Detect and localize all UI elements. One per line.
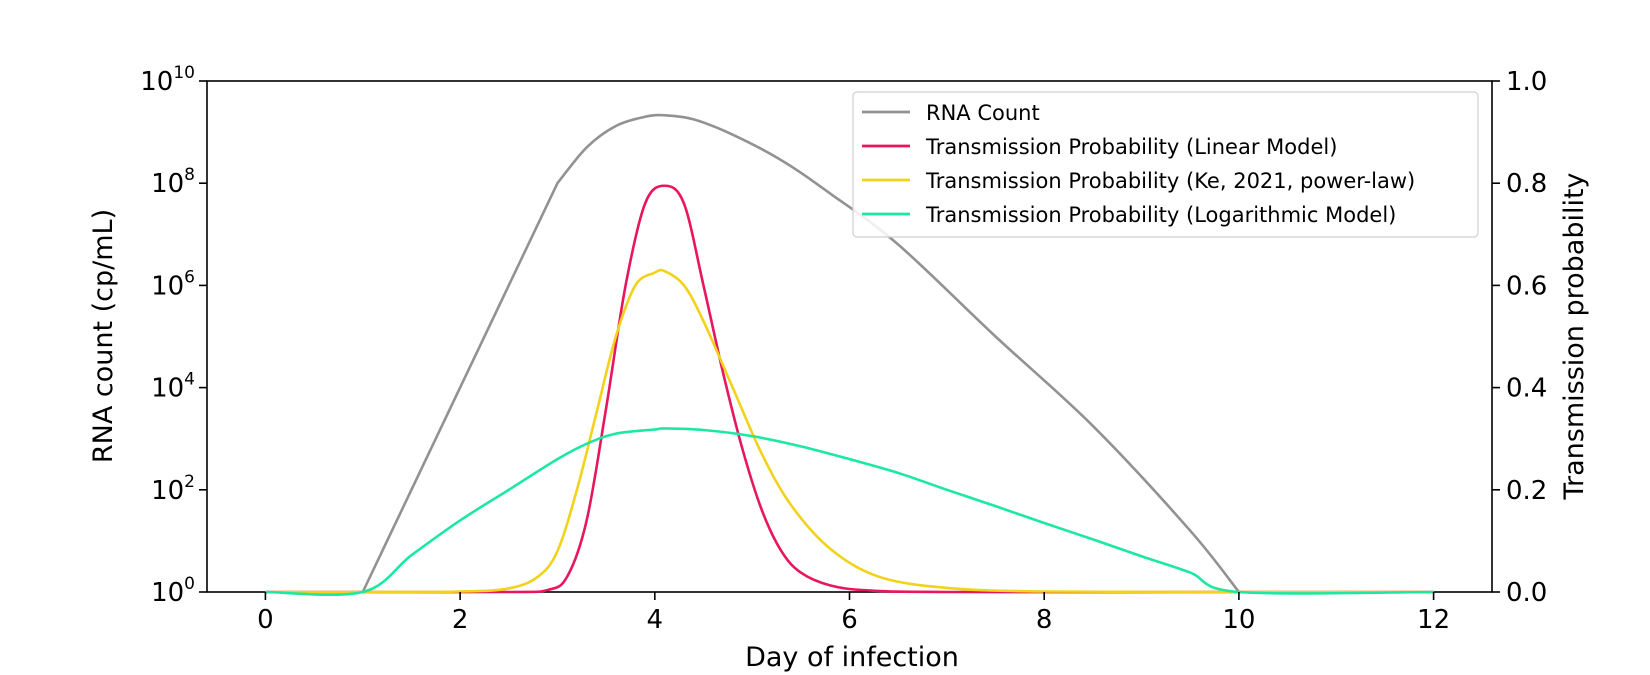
x-tick-label: 2 bbox=[452, 605, 469, 635]
x-tick-label: 12 bbox=[1417, 605, 1450, 635]
y-left-tick-label: 104 bbox=[151, 370, 195, 404]
x-axis-ticks: 0 2 4 6 8 10 12 bbox=[257, 592, 1450, 635]
y-right-tick-label: 0.2 bbox=[1506, 476, 1547, 506]
x-tick-label: 4 bbox=[647, 605, 664, 635]
legend-label: Transmission Probability (Ke, 2021, powe… bbox=[925, 169, 1415, 193]
x-tick-label: 8 bbox=[1036, 605, 1053, 635]
y-right-tick-label: 0.8 bbox=[1506, 169, 1547, 199]
y-left-tick-label: 102 bbox=[151, 472, 195, 506]
x-tick-label: 10 bbox=[1222, 605, 1255, 635]
y-right-tick-label: 0.0 bbox=[1506, 578, 1547, 608]
series-line-2 bbox=[265, 268, 1434, 594]
legend-label: Transmission Probability (Logarithmic Mo… bbox=[925, 203, 1396, 227]
legend-entry: Transmission Probability (Ke, 2021, powe… bbox=[862, 169, 1415, 193]
series-line-1 bbox=[265, 184, 1434, 594]
series-line-3 bbox=[265, 427, 1434, 597]
legend-label: Transmission Probability (Linear Model) bbox=[925, 135, 1337, 159]
legend-entry: Transmission Probability (Logarithmic Mo… bbox=[862, 203, 1396, 227]
y-left-axis-ticks: 100 102 104 106 108 1010 bbox=[140, 63, 207, 608]
y-left-tick-label: 106 bbox=[151, 267, 195, 301]
y-right-tick-label: 0.6 bbox=[1506, 271, 1547, 301]
legend-entry: RNA Count bbox=[862, 101, 1040, 125]
x-tick-label: 6 bbox=[841, 605, 858, 635]
x-axis-label: Day of infection bbox=[745, 642, 959, 673]
series-layer bbox=[265, 113, 1434, 597]
y-left-axis-label: RNA count (cp/mL) bbox=[88, 209, 119, 463]
y-right-tick-label: 1.0 bbox=[1506, 67, 1547, 97]
y-left-tick-label: 1010 bbox=[140, 63, 195, 97]
series-line-0 bbox=[361, 113, 1240, 593]
y-right-axis-ticks: 0.0 0.2 0.4 0.6 0.8 1.0 bbox=[1492, 67, 1547, 608]
legend: RNA Count Transmission Probability (Linea… bbox=[852, 91, 1479, 238]
legend-entry: Transmission Probability (Linear Model) bbox=[862, 135, 1337, 159]
legend-label: RNA Count bbox=[926, 101, 1040, 125]
y-right-axis-label: Transmission probability bbox=[1559, 172, 1590, 500]
y-left-tick-label: 108 bbox=[151, 165, 195, 199]
legend-box bbox=[852, 91, 1479, 238]
y-left-tick-label: 100 bbox=[151, 574, 195, 608]
x-tick-label: 0 bbox=[257, 605, 274, 635]
y-right-tick-label: 0.4 bbox=[1506, 374, 1547, 404]
